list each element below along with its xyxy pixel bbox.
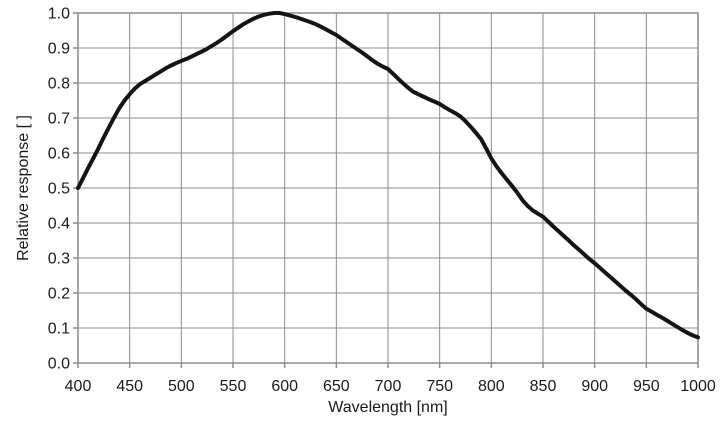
x-tick-label: 550 xyxy=(220,378,247,395)
x-tick-label: 750 xyxy=(426,378,453,395)
y-tick-label: 0.8 xyxy=(48,76,70,93)
x-tick-label: 450 xyxy=(116,378,143,395)
y-tick-label: 1.0 xyxy=(48,6,70,23)
y-tick-label: 0.7 xyxy=(48,111,70,128)
x-tick-label: 600 xyxy=(271,378,298,395)
y-tick-label: 0.9 xyxy=(48,41,70,58)
x-tick-label: 700 xyxy=(375,378,402,395)
x-tick-label: 500 xyxy=(168,378,195,395)
y-tick-label: 0.2 xyxy=(48,286,70,303)
x-tick-label: 400 xyxy=(65,378,92,395)
response-curve xyxy=(76,11,700,340)
y-tick-label: 0.0 xyxy=(48,356,70,373)
tick-label-layer: 0.0 0.1 0.2 0.3 0.4 0.5 0.6 0.7 0.8 0.9 1.0 400 450 5… xyxy=(48,6,716,396)
curve-layer xyxy=(76,11,700,340)
x-tick-label: 650 xyxy=(323,378,350,395)
x-tick-label: 1000 xyxy=(680,378,716,395)
x-tick-label: 850 xyxy=(530,378,557,395)
x-tick-label: 800 xyxy=(478,378,505,395)
y-tick-label: 0.5 xyxy=(48,181,70,198)
y-tick-label: 0.6 xyxy=(48,146,70,163)
tick-layer xyxy=(73,12,699,368)
x-tick-label: 900 xyxy=(581,378,608,395)
x-axis-title: Wavelength [nm] xyxy=(328,399,447,416)
y-axis-title: Relative response [ ] xyxy=(15,115,32,261)
y-tick-label: 0.4 xyxy=(48,216,70,233)
y-tick-label: 0.1 xyxy=(48,321,70,338)
y-tick-label: 0.3 xyxy=(48,251,70,268)
x-tick-label: 950 xyxy=(633,378,660,395)
